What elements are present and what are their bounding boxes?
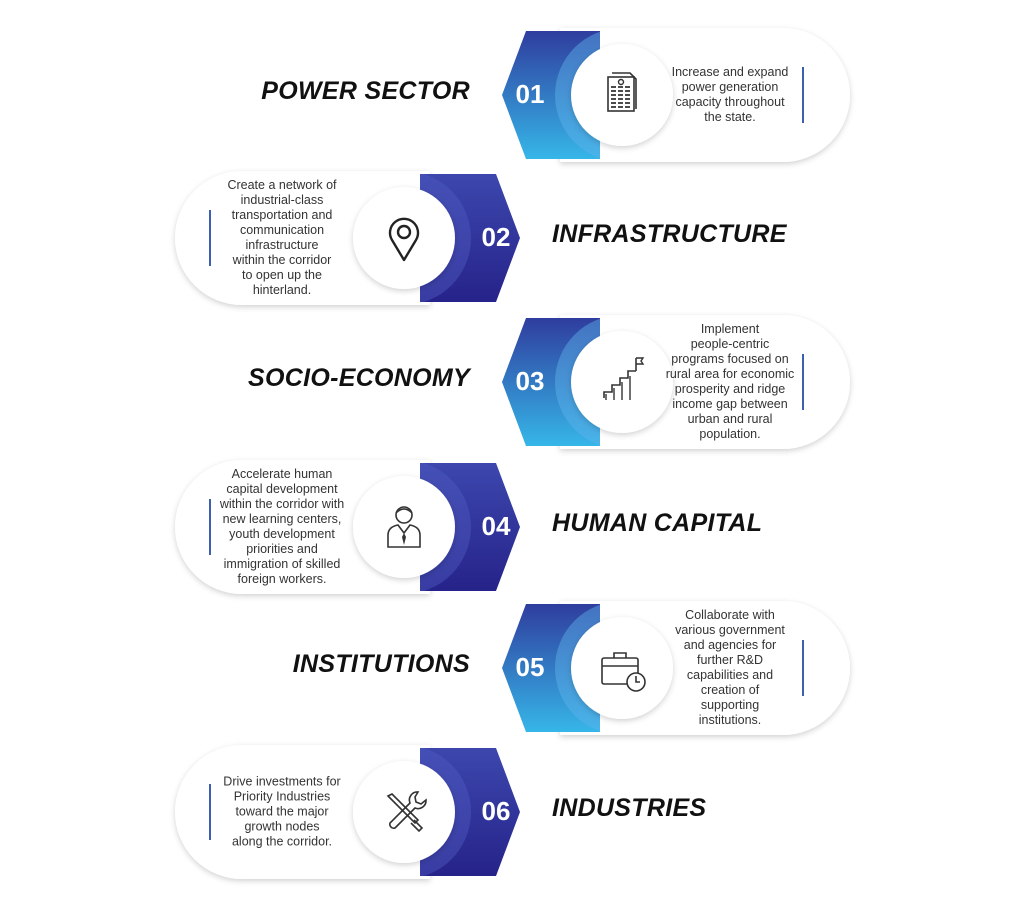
number-hexagon: [502, 318, 600, 446]
accent-bar: [802, 640, 804, 696]
icon-circle: [353, 476, 455, 578]
item-description: Increase and expand power generation cap…: [671, 65, 789, 124]
number-hexagon: [420, 748, 520, 876]
item-number: 01: [515, 79, 545, 109]
item-title: HUMAN CAPITAL: [552, 509, 763, 537]
item-04: HUMAN CAPITAL 04 Accelerate human capital …: [0, 457, 1024, 597]
item-title: SOCIO-ECONOMY: [248, 364, 470, 392]
item-graphic: [502, 28, 850, 162]
item-graphic: [175, 460, 520, 594]
item-02: INFRASTRUCTURE 02 Create a network of indu…: [0, 168, 1024, 308]
item-number: 03: [515, 366, 545, 396]
item-description: Collaborate with various government and …: [675, 608, 785, 727]
item-title: POWER SECTOR: [261, 77, 470, 105]
tools-icon: [386, 791, 427, 833]
item-01: POWER SECTOR 01 Increase and expand power …: [0, 25, 1024, 165]
item-05: INSTITUTIONS 05 Collaborate with various g…: [0, 598, 1024, 738]
accent-bar: [802, 354, 804, 410]
item-description: Drive investments for Priority Industrie…: [223, 774, 341, 849]
icon-circle: [571, 617, 673, 719]
number-hexagon: [420, 463, 520, 591]
accent-bar: [209, 784, 211, 840]
accent-bar: [209, 210, 211, 266]
item-06: INDUSTRIES 06 Drive investments for Priori…: [0, 742, 1024, 882]
stairs-flag-icon: [603, 357, 645, 400]
item-number: 04: [481, 511, 511, 541]
item-number: 02: [481, 222, 511, 252]
item-description: Implement people-centric programs focuse…: [665, 322, 795, 441]
number-hexagon: [502, 604, 600, 732]
briefcase-clock-icon: [601, 652, 646, 692]
item-graphic: [502, 601, 850, 735]
item-number: 05: [515, 652, 545, 682]
document-icon: [607, 72, 637, 112]
item-03: SOCIO-ECONOMY 03 Implement people-centric …: [0, 312, 1024, 452]
item-description: Accelerate human capital development wit…: [219, 467, 345, 586]
person-icon: [387, 506, 421, 548]
number-hexagon: [502, 31, 600, 159]
item-title: INSTITUTIONS: [292, 650, 470, 678]
item-graphic: [502, 315, 850, 449]
item-title: INFRASTRUCTURE: [552, 220, 787, 248]
item-number: 06: [481, 796, 511, 826]
item-graphic: [175, 745, 520, 879]
item-description: Create a network of industrial-class tra…: [227, 178, 337, 297]
item-title: INDUSTRIES: [552, 794, 707, 822]
accent-bar: [802, 67, 804, 123]
number-hexagon: [420, 174, 520, 302]
accent-bar: [209, 499, 211, 555]
location-pin-icon: [388, 217, 420, 262]
